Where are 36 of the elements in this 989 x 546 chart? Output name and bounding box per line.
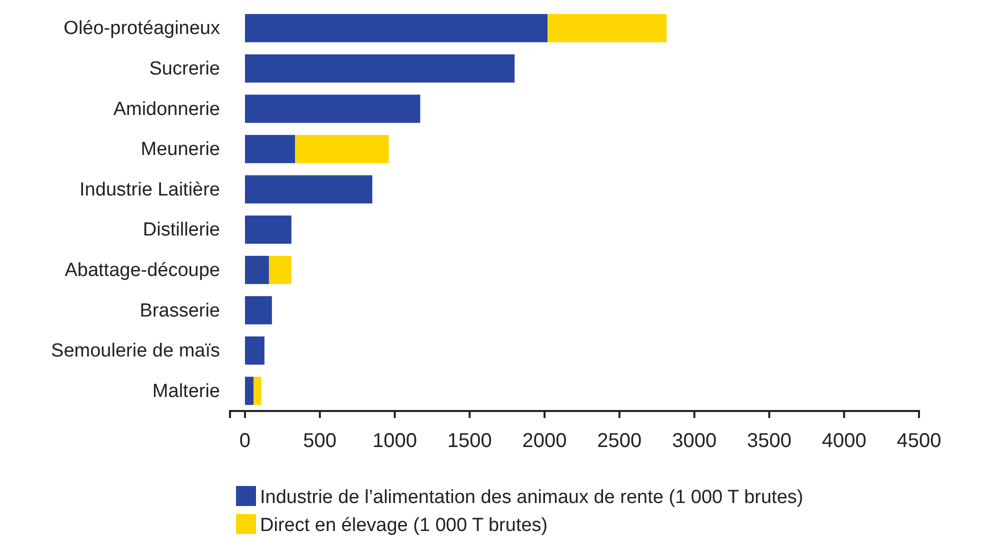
- y-tick-label: Meunerie: [140, 139, 220, 160]
- x-tick-label: 2500: [597, 430, 642, 452]
- y-tick-label: Distillerie: [142, 220, 220, 241]
- bar: [244, 376, 254, 405]
- y-tick-label: Sucrerie: [149, 58, 220, 80]
- x-tick-label: 3000: [672, 430, 717, 452]
- legend-label: Direct en élevage (1 000 T brutes): [260, 515, 548, 536]
- y-tick-label: Semoulerie de maïs: [51, 340, 220, 362]
- bar: [244, 216, 292, 244]
- legend-label: Industrie de l’alimentation des animaux de rente (1 000 T brutes): [260, 487, 804, 508]
- bar: [244, 336, 264, 365]
- bar: [244, 256, 269, 284]
- bar: [244, 14, 548, 42]
- y-tick-label: Brasserie: [140, 300, 220, 322]
- x-tick-label: 500: [303, 430, 337, 452]
- x-tick-label: 4000: [822, 430, 866, 452]
- bar: [254, 376, 262, 405]
- bar: [244, 134, 296, 164]
- bar: [244, 175, 372, 204]
- y-tick-label: Amidonnerie: [113, 98, 220, 120]
- x-tick-label: 2000: [522, 430, 567, 452]
- y-tick-label: Oléo-protéagineux: [64, 18, 220, 40]
- y-tick-label: Abattage-découpe: [64, 260, 220, 282]
- x-tick-label: 4500: [896, 430, 942, 452]
- y-tick-label: Malterie: [152, 380, 220, 402]
- bar: [244, 94, 420, 123]
- y-tick-label: Industrie Laitière: [80, 179, 220, 200]
- bar: [244, 296, 272, 324]
- bar: [244, 54, 515, 83]
- bar: [295, 134, 389, 164]
- x-tick-label: 1000: [372, 430, 418, 452]
- x-tick-label: 0: [239, 430, 251, 452]
- x-tick-label: 3500: [746, 430, 792, 452]
- x-tick-label: 1500: [447, 430, 492, 452]
- bar: [548, 14, 667, 42]
- bar: [268, 256, 292, 284]
